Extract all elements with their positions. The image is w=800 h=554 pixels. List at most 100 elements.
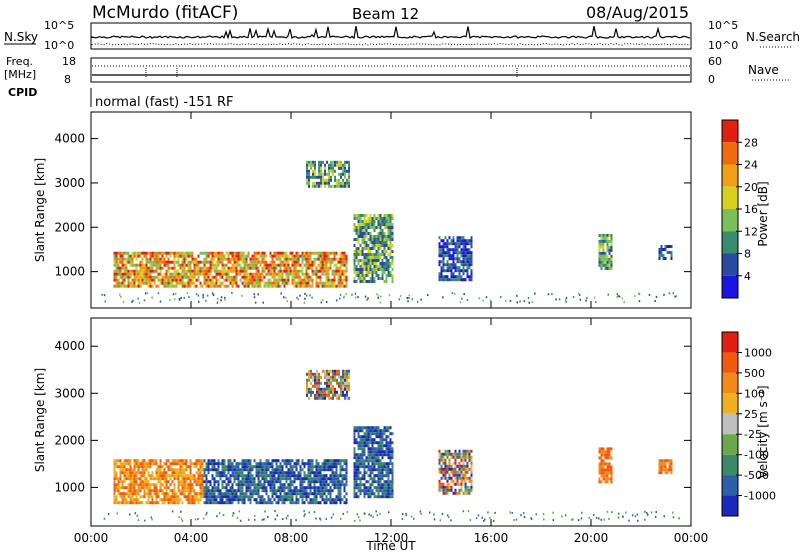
echo-cell — [185, 281, 188, 285]
echo-cell — [315, 278, 318, 282]
echo-cell — [121, 272, 124, 276]
echo-cell — [363, 253, 366, 256]
echo-cell — [342, 169, 344, 173]
echo-cell — [257, 492, 260, 496]
echo-cell — [241, 468, 244, 472]
echo-cell — [606, 456, 609, 460]
echo-cell — [338, 184, 340, 188]
echo-cell — [203, 272, 206, 276]
echo-cell — [470, 470, 473, 474]
echo-cell — [165, 263, 168, 267]
echo-cell — [153, 492, 156, 496]
echo-cell — [239, 269, 242, 273]
echo-cell — [165, 459, 168, 463]
echo-cell — [367, 486, 370, 490]
echo-cell — [446, 275, 449, 279]
echo-cell — [253, 465, 256, 469]
echo-cell — [316, 378, 318, 382]
echo-cell — [141, 266, 144, 270]
echo-cell — [155, 492, 158, 496]
echo-cell — [199, 281, 202, 285]
echo-cell — [363, 438, 366, 442]
echo-cell — [444, 488, 447, 492]
echo-cell — [604, 468, 607, 472]
echo-cell — [316, 181, 318, 185]
velocity-ylabel: Slant Range [km] — [33, 368, 47, 472]
echo-cell — [211, 477, 214, 481]
echo-cell — [125, 284, 128, 288]
echo-cell — [320, 375, 322, 379]
echo-cell — [135, 251, 138, 255]
echo-cell — [115, 269, 118, 273]
echo-cell — [621, 297, 624, 300]
echo-cell — [454, 482, 457, 486]
echo-cell — [462, 269, 465, 273]
echo-cell — [353, 280, 356, 283]
echo-cell — [600, 236, 603, 240]
echo-cell — [389, 238, 392, 241]
echo-cell — [542, 513, 545, 516]
echo-cell — [223, 254, 226, 258]
echo-cell — [454, 278, 457, 282]
echo-cell — [387, 253, 390, 256]
echo-cell — [267, 480, 270, 484]
echo-cell — [205, 483, 208, 487]
echo-cell — [377, 495, 380, 499]
echo-cell — [375, 450, 378, 454]
echo-cell — [438, 251, 441, 255]
echo-cell — [610, 242, 613, 246]
colorbar-swatch — [722, 393, 738, 414]
echo-cell — [598, 260, 601, 264]
echo-cell — [267, 263, 270, 267]
echo-cell — [251, 465, 254, 469]
colorbar-swatch — [722, 120, 738, 143]
echo-cell — [239, 462, 242, 466]
echo-cell — [579, 294, 581, 296]
echo-cell — [327, 489, 330, 493]
echo-cell — [600, 465, 603, 469]
echo-cell — [363, 444, 366, 448]
echo-cell — [231, 465, 234, 469]
echo-cell — [310, 375, 312, 379]
echo-cell — [452, 239, 455, 243]
echo-cell — [137, 471, 140, 475]
echo-cell — [273, 492, 276, 496]
echo-cell — [177, 474, 180, 478]
echo-cell — [466, 275, 469, 279]
echo-cell — [211, 292, 214, 295]
echo-cell — [167, 495, 170, 499]
echo-cell — [159, 281, 162, 285]
echo-cell — [213, 498, 216, 502]
echo-cell — [324, 166, 326, 170]
echo-cell — [291, 278, 294, 282]
echo-cell — [175, 501, 178, 505]
echo-cell — [367, 232, 370, 235]
echo-cell — [355, 462, 358, 466]
echo-cell — [147, 486, 150, 490]
echo-cell — [299, 281, 302, 285]
echo-cell — [207, 272, 210, 276]
echo-cell — [332, 384, 334, 388]
echo-cell — [217, 459, 220, 463]
echo-cell — [361, 274, 364, 277]
echo-cell — [535, 513, 537, 516]
echo-cell — [363, 477, 366, 481]
echo-cell — [365, 274, 368, 277]
echo-cell — [377, 426, 380, 430]
echo-cell — [600, 263, 603, 267]
echo-cell — [600, 257, 603, 261]
echo-cell — [325, 254, 328, 258]
echo-cell — [149, 459, 152, 463]
x-tick-label: 08:00 — [274, 531, 309, 545]
echo-cell — [387, 217, 390, 220]
noise-strip: N.Sky 10^5 10^0 10^5 10^0 N.Search — [4, 19, 800, 52]
echo-cell — [189, 459, 192, 463]
echo-cell — [235, 495, 238, 499]
echo-cell — [271, 501, 274, 505]
echo-cell — [367, 462, 370, 466]
echo-cell — [670, 468, 673, 472]
echo-cell — [209, 498, 212, 502]
echo-cell — [203, 501, 206, 505]
echo-cell — [269, 254, 272, 258]
echo-cell — [326, 178, 328, 182]
